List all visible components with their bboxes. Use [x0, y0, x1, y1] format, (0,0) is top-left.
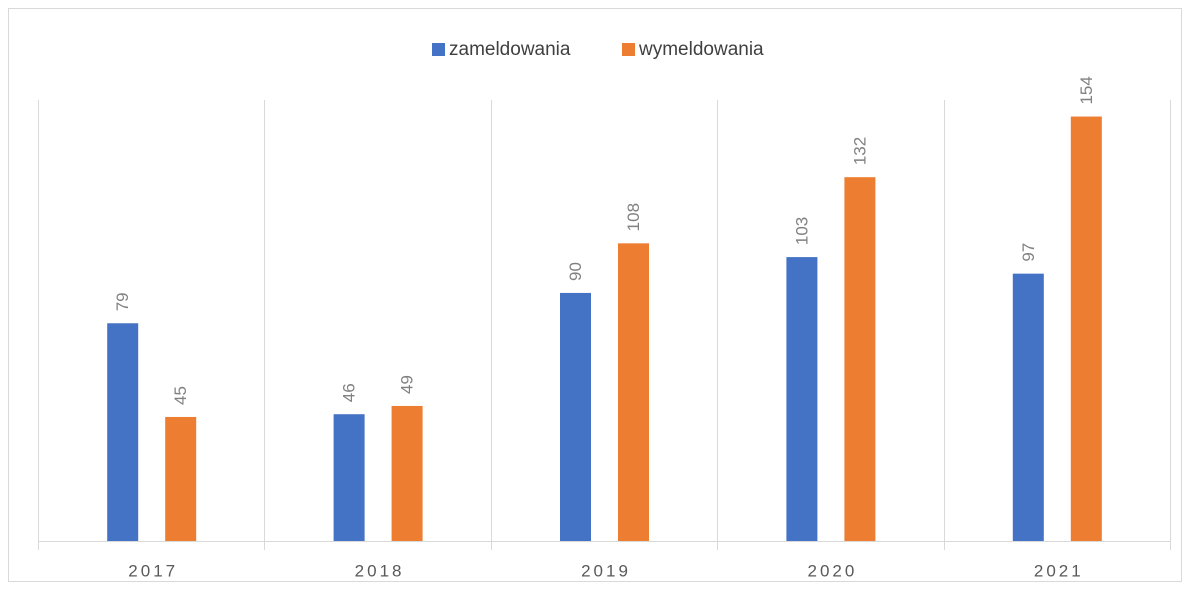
x-tick-label: 2017	[128, 561, 178, 580]
x-tick-label: 2020	[807, 561, 857, 580]
legend-label: wymeldowania	[638, 39, 764, 60]
legend-swatch	[622, 43, 635, 56]
data-label: 132	[850, 137, 869, 165]
chart-frame	[8, 8, 1182, 582]
data-label: 46	[340, 383, 359, 402]
bar	[391, 405, 423, 541]
data-label: 45	[171, 386, 190, 405]
bar	[1070, 116, 1102, 541]
bar	[844, 177, 876, 542]
data-label: 79	[113, 292, 132, 311]
x-tick-label: 2021	[1034, 561, 1084, 580]
data-label: 97	[1019, 243, 1038, 262]
data-label: 108	[624, 203, 643, 231]
data-label: 154	[1077, 76, 1096, 104]
bar	[560, 292, 591, 541]
x-tick-label: 2019	[581, 561, 631, 580]
bar	[107, 323, 139, 541]
data-label: 103	[792, 217, 811, 245]
legend-swatch	[432, 43, 445, 56]
data-label: 90	[566, 262, 585, 281]
bar	[618, 243, 649, 541]
bar	[333, 414, 365, 541]
bar	[786, 257, 818, 541]
bar	[165, 416, 197, 541]
data-label: 49	[398, 375, 417, 394]
x-tick-label: 2018	[355, 561, 405, 580]
bar	[1012, 273, 1044, 541]
legend-label: zameldowania	[449, 39, 571, 60]
